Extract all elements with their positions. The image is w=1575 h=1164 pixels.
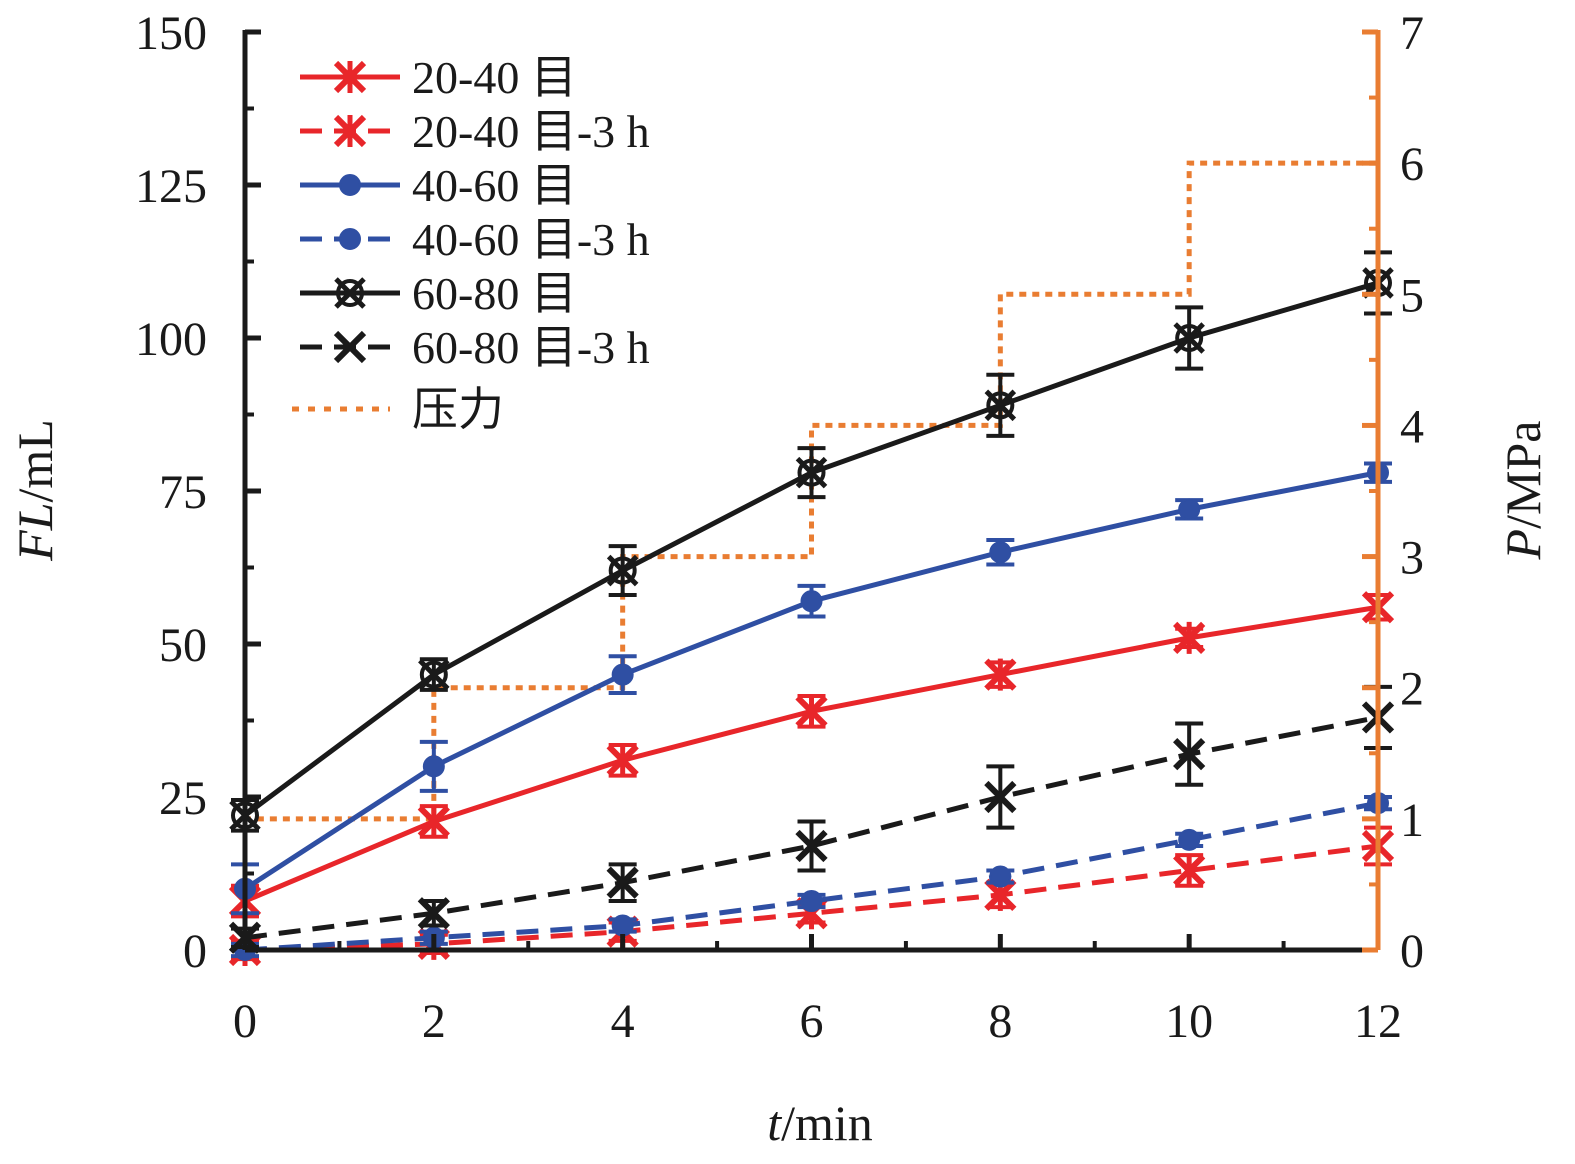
- y2-tick-label: 2: [1400, 663, 1424, 716]
- data-point: [1173, 738, 1206, 771]
- data-point: [984, 780, 1017, 814]
- legend-label: 20-40 目-3 h: [412, 106, 650, 157]
- y2-axis-title-symbol: P: [1495, 529, 1551, 561]
- legend-item: 60-80 目: [300, 268, 577, 319]
- y-tick-label: 25: [159, 772, 207, 825]
- x-tick-label: 6: [800, 995, 824, 1048]
- legend-label: 40-60 目: [412, 160, 577, 211]
- data-point: [795, 456, 828, 489]
- y-tick-label: 50: [159, 619, 207, 672]
- data-point: [800, 890, 823, 913]
- legend-marker: [339, 174, 361, 196]
- y-tick-label: 125: [135, 160, 207, 213]
- data-point: [984, 658, 1017, 691]
- x-axis-title-unit: /min: [781, 1095, 873, 1151]
- legend-label: 20-40 目: [412, 52, 577, 103]
- y2-tick-label: 3: [1400, 532, 1424, 585]
- y-axis-title-unit: /mL: [7, 419, 63, 502]
- data-point: [606, 554, 639, 587]
- legend-label: 压力: [412, 384, 504, 435]
- y-tick-label: 0: [183, 925, 207, 978]
- y2-tick-label: 4: [1400, 400, 1424, 453]
- y2-axis-title-unit: /MPa: [1495, 421, 1551, 529]
- legend-label: 40-60 目-3 h: [412, 214, 650, 265]
- data-point: [1173, 854, 1206, 887]
- pressure-series: [242, 160, 1378, 950]
- data-point: [989, 865, 1012, 888]
- y-tick-label: 150: [135, 7, 207, 60]
- x-axis-title: t/min: [767, 1095, 873, 1151]
- data-series: [228, 250, 1395, 967]
- x-tick-label: 12: [1354, 995, 1402, 1048]
- x-tick-label: 4: [611, 995, 635, 1048]
- data-point: [800, 590, 823, 613]
- x-tick-label: 2: [422, 995, 446, 1048]
- data-point: [606, 744, 639, 777]
- data-point: [417, 805, 450, 838]
- legend-item: 20-40 目: [300, 52, 577, 103]
- y2-tick-label: 5: [1400, 269, 1424, 322]
- x-tick-label: 10: [1165, 995, 1213, 1048]
- legend-marker: [333, 330, 367, 364]
- y2-axis-title: P/MPa: [1495, 421, 1551, 561]
- x-axis-title-symbol: t: [767, 1095, 782, 1151]
- legend-marker: [334, 277, 366, 309]
- data-point: [989, 541, 1012, 564]
- data-point: [795, 695, 828, 728]
- y2-tick-label: 7: [1400, 7, 1424, 60]
- y-axis-title-symbol: FL: [7, 502, 63, 561]
- legend-label: 60-80 目-3 h: [412, 322, 650, 373]
- legend-item: 20-40 目-3 h: [300, 106, 650, 157]
- data-point: [418, 658, 450, 691]
- legend-marker: [333, 60, 367, 94]
- data-point: [1173, 322, 1205, 354]
- axis-titles: t/min FL/mL P/MPa: [7, 419, 1551, 1151]
- data-point: [417, 897, 450, 930]
- data-point: [611, 914, 634, 937]
- y2-tick-label: 0: [1400, 925, 1424, 978]
- x-tick-label: 8: [988, 995, 1012, 1048]
- y2-tick-label: 6: [1400, 138, 1424, 191]
- data-point: [611, 663, 634, 686]
- legend-item: 40-60 目-3 h: [300, 214, 650, 265]
- data-point: [422, 755, 445, 778]
- pressure-step-line: [242, 160, 1378, 950]
- data-point: [1173, 621, 1206, 655]
- y-axis-title: FL/mL: [7, 419, 63, 562]
- y2-tick-label: 1: [1400, 794, 1424, 847]
- legend-item: 40-60 目: [300, 160, 577, 211]
- legend: 20-40 目20-40 目-3 h40-60 目40-60 目-3 h60-8…: [292, 52, 650, 435]
- legend-marker: [339, 228, 361, 250]
- data-point: [606, 866, 639, 899]
- legend-label: 60-80 目: [412, 268, 577, 319]
- legend-marker: [333, 114, 367, 148]
- data-point: [795, 829, 828, 863]
- y-tick-label: 75: [159, 466, 207, 519]
- legend-item: 压力: [292, 384, 504, 435]
- y-tick-label: 100: [135, 313, 207, 366]
- x-tick-label: 0: [233, 995, 257, 1048]
- data-point: [1178, 498, 1201, 521]
- data-point: [984, 389, 1017, 422]
- legend-item: 60-80 目-3 h: [300, 322, 650, 373]
- data-point: [1178, 828, 1201, 851]
